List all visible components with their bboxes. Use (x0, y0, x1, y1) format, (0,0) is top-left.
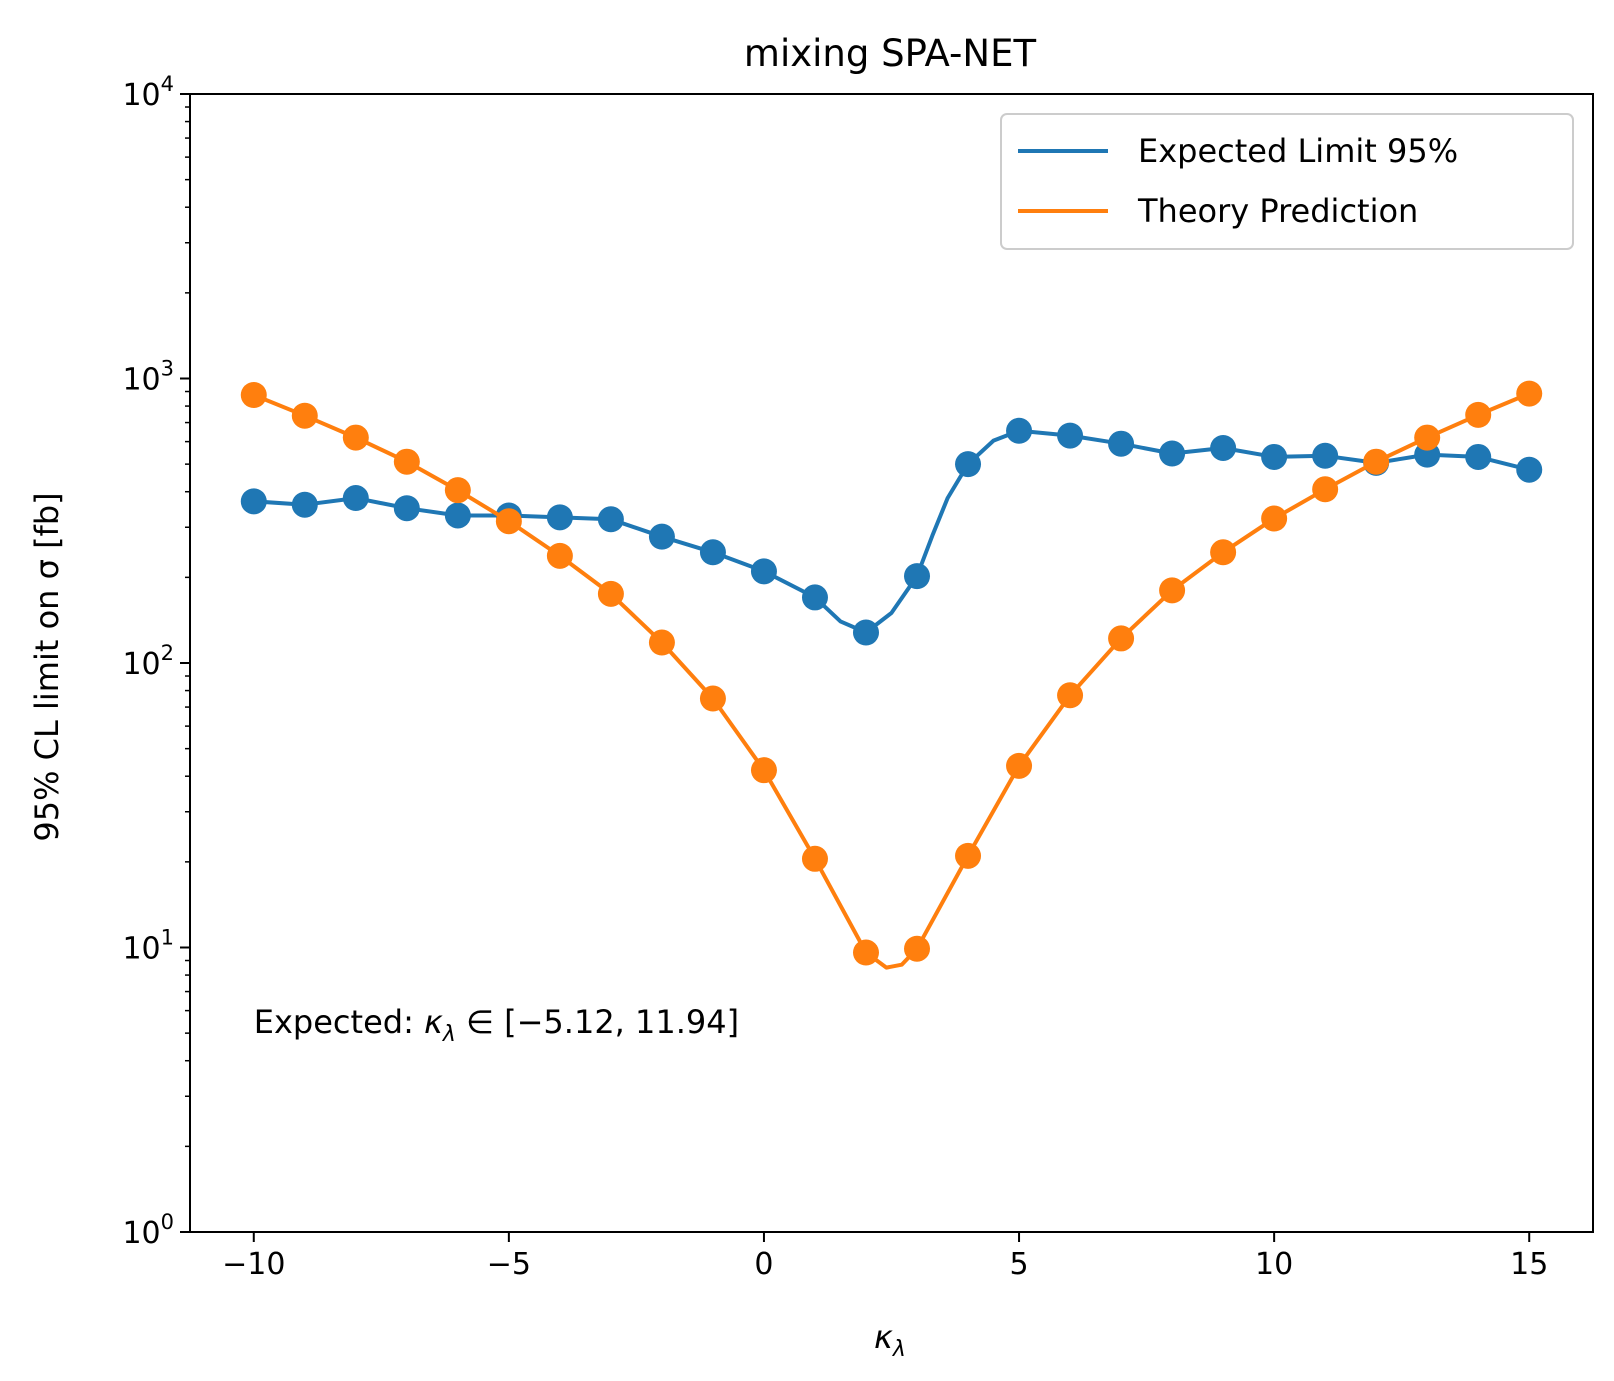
data-point-series-0 (1159, 440, 1186, 467)
data-point-series-1 (801, 845, 828, 872)
x-tick-label: 5 (1009, 1247, 1028, 1282)
data-point-series-0 (1210, 434, 1237, 461)
data-point-series-1 (699, 685, 726, 712)
data-point-series-1 (342, 424, 369, 451)
x-axis-label-subscript: λ (892, 1337, 906, 1362)
data-point-series-1 (291, 402, 318, 429)
series-line-1 (253, 391, 1530, 970)
data-point-series-1 (1261, 505, 1288, 532)
data-point-series-0 (1006, 417, 1033, 444)
x-tick-label: 10 (1255, 1247, 1293, 1282)
y-axis-label: 95% CL limit on σ [fb] (28, 492, 66, 841)
y-tick-label: 102 (122, 641, 174, 682)
y-axis-ticks: 100 101 102 103 104 (122, 72, 190, 1251)
x-axis-label-symbol: κ (874, 1318, 893, 1356)
data-point-series-0 (699, 539, 726, 566)
legend-label-expected: Expected Limit 95% (1138, 132, 1458, 170)
data-point-series-1 (648, 629, 675, 656)
data-point-series-0 (291, 491, 318, 518)
data-point-series-0 (801, 584, 828, 611)
data-point-series-0 (1057, 422, 1084, 449)
chart-title: mixing SPA-NET (744, 32, 1037, 75)
x-tick-label: 15 (1510, 1247, 1548, 1282)
x-tick-label: −10 (222, 1247, 285, 1282)
legend-label-theory: Theory Prediction (1137, 192, 1418, 230)
data-point-series-1 (1312, 476, 1339, 503)
data-point-series-1 (597, 580, 624, 607)
data-point-series-1 (904, 935, 931, 962)
data-point-series-0 (852, 619, 879, 646)
legend: Expected Limit 95% Theory Prediction (1000, 113, 1574, 250)
data-point-series-1 (393, 448, 420, 475)
data-point-series-0 (904, 563, 931, 590)
annotation-lambda-subscript: λ (442, 1022, 456, 1047)
y-tick-label: 103 (122, 357, 174, 398)
x-axis-ticks: −10 −5 0 5 10 15 (222, 1232, 1548, 1282)
data-point-series-0 (1261, 443, 1288, 470)
data-point-series-0 (597, 506, 624, 533)
data-point-series-1 (495, 508, 522, 535)
data-point-series-1 (1414, 424, 1441, 451)
data-point-series-1 (1159, 577, 1186, 604)
annotation-kappa: κ (424, 1003, 443, 1041)
data-point-series-0 (1108, 430, 1135, 457)
data-point-series-1 (1108, 625, 1135, 652)
data-point-series-1 (240, 381, 267, 408)
data-point-series-1 (1363, 448, 1390, 475)
data-point-series-0 (1312, 442, 1339, 469)
data-point-series-0 (240, 488, 267, 515)
y-tick-label: 101 (122, 926, 174, 967)
data-point-series-0 (1516, 456, 1543, 483)
data-point-series-1 (1057, 682, 1084, 709)
data-point-series-1 (1006, 752, 1033, 779)
data-point-series-1 (1465, 401, 1492, 428)
y-tick-label: 104 (122, 72, 174, 113)
data-point-series-0 (648, 523, 675, 550)
data-point-series-0 (1465, 443, 1492, 470)
data-point-series-1 (1516, 380, 1543, 407)
data-point-series-1 (546, 542, 573, 569)
annotation-relation: ∈ (456, 1003, 504, 1041)
data-point-series-0 (546, 504, 573, 531)
data-point-series-1 (444, 477, 471, 504)
x-axis-label: κλ (874, 1318, 906, 1362)
annotation-prefix: Expected: (254, 1003, 424, 1041)
annotation-interval: [−5.12, 11.94] (504, 1003, 739, 1041)
data-point-series-1 (1210, 539, 1237, 566)
data-point-series-1 (852, 939, 879, 966)
y-tick-label: 100 (122, 1210, 174, 1251)
x-tick-label: 0 (754, 1247, 773, 1282)
legend-box (1000, 113, 1574, 250)
data-point-series-1 (750, 757, 777, 784)
plot-area (240, 380, 1543, 970)
data-point-series-1 (955, 842, 982, 869)
data-point-series-0 (955, 451, 982, 478)
data-point-series-0 (342, 485, 369, 512)
x-tick-label: −5 (487, 1247, 531, 1282)
data-point-series-0 (393, 495, 420, 522)
axes-frame (189, 93, 1594, 1233)
expected-interval-annotation: Expected: κλ ∈ [−5.12, 11.94] (254, 1003, 739, 1047)
data-point-series-0 (750, 558, 777, 585)
data-point-series-0 (444, 502, 471, 529)
